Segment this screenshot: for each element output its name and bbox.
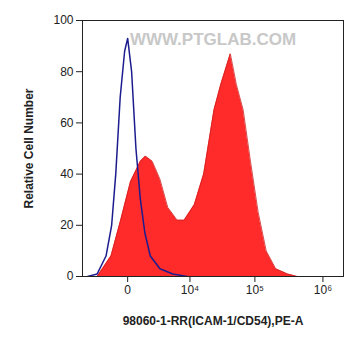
svg-text:0: 0 (67, 269, 74, 283)
svg-text:20: 20 (60, 218, 74, 232)
svg-text:10⁶: 10⁶ (314, 283, 332, 297)
svg-text:100: 100 (53, 13, 73, 27)
svg-text:60: 60 (60, 116, 74, 130)
svg-text:40: 40 (60, 167, 74, 181)
svg-text:10⁵: 10⁵ (246, 283, 264, 297)
svg-text:Relative Cell Number: Relative Cell Number (22, 88, 36, 208)
svg-text:98060-1-RR(ICAM-1/CD54),PE-A: 98060-1-RR(ICAM-1/CD54),PE-A (123, 314, 304, 328)
svg-text:10⁴: 10⁴ (181, 283, 200, 297)
svg-text:80: 80 (60, 65, 74, 79)
svg-text:WWW.PTGLAB.COM: WWW.PTGLAB.COM (130, 30, 296, 49)
svg-text:0: 0 (124, 283, 131, 297)
